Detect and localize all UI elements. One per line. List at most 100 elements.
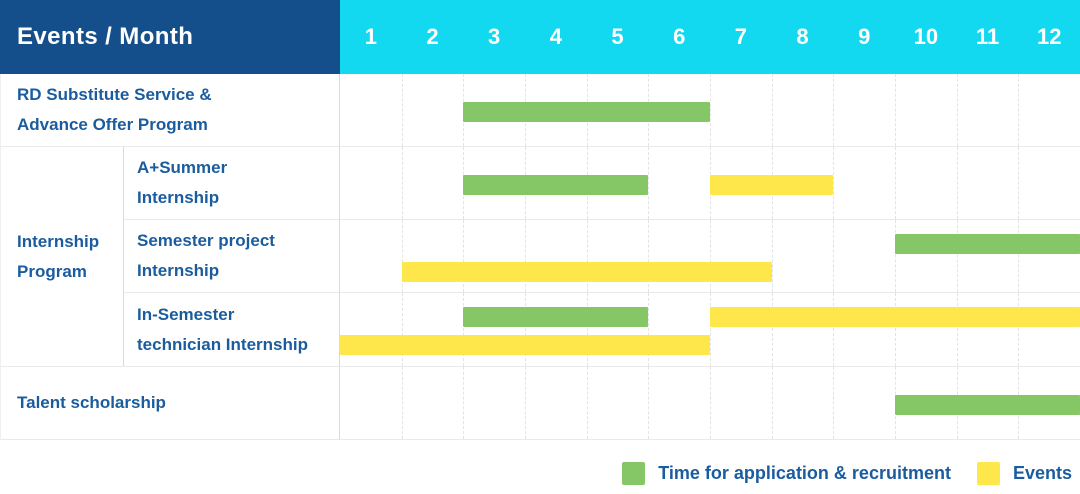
month-gridline xyxy=(771,293,773,366)
month-gridline xyxy=(710,220,711,292)
month-gridline xyxy=(525,367,526,439)
row-label-cell: A+Summer Internship xyxy=(124,147,340,219)
month-label: 9 xyxy=(858,24,871,49)
month-label: 2 xyxy=(426,24,439,49)
month-gridline xyxy=(525,220,526,292)
gantt-bar-application xyxy=(463,102,710,122)
row-label-cell: Semester project Internship xyxy=(124,220,340,292)
table-row: Semester project Internship xyxy=(124,220,1080,293)
events-month-header-cell: Events / Month xyxy=(0,0,340,74)
month-header-cell: 10 xyxy=(895,0,957,74)
month-gridline xyxy=(401,74,403,146)
row-label-line: Advance Offer Program xyxy=(17,115,208,134)
month-gridline xyxy=(771,74,773,146)
row-label-cell: RD Substitute Service & Advance Offer Pro… xyxy=(1,74,340,146)
table-row: Talent scholarship xyxy=(1,367,1080,440)
month-gridline xyxy=(771,220,773,292)
month-gridline xyxy=(895,293,896,366)
month-label: 3 xyxy=(488,24,501,49)
month-header-cell: 6 xyxy=(648,0,710,74)
group-label-line: Program xyxy=(17,261,87,281)
legend-item: Events xyxy=(976,462,1072,485)
month-gridline xyxy=(833,220,835,292)
row-label-cell: Talent scholarship xyxy=(1,367,340,439)
month-label: 12 xyxy=(1036,24,1062,49)
row-timeline xyxy=(340,367,1080,439)
month-gridline xyxy=(710,293,711,366)
month-gridline xyxy=(833,293,835,366)
legend: Time for application & recruitment Events xyxy=(622,462,1072,485)
legend-color-swatch-events xyxy=(976,462,1000,485)
row-label-line: Semester project xyxy=(137,231,275,250)
gantt-bar-application xyxy=(463,175,649,195)
month-header-cell: 3 xyxy=(463,0,525,74)
month-gridline xyxy=(401,147,403,219)
gantt-bar-events xyxy=(710,307,1080,327)
table-row: RD Substitute Service & Advance Offer Pro… xyxy=(1,74,1080,147)
month-gridline xyxy=(710,74,711,146)
gantt-bar-application xyxy=(895,234,1080,254)
row-label-line: technician Internship xyxy=(137,334,308,354)
month-header-cell: 12 xyxy=(1018,0,1080,74)
month-gridline xyxy=(1018,74,1020,146)
month-gridline xyxy=(401,220,403,292)
month-gridline xyxy=(586,367,588,439)
month-header-cell: 2 xyxy=(402,0,464,74)
gantt-bar-events xyxy=(710,175,834,195)
month-gridline xyxy=(771,367,773,439)
month-header-cell: 11 xyxy=(957,0,1019,74)
month-label: 8 xyxy=(796,24,809,49)
month-label: 6 xyxy=(673,24,686,49)
month-gridline xyxy=(401,293,403,366)
row-label-line: RD Substitute Service & xyxy=(17,85,212,104)
row-timeline xyxy=(340,293,1080,366)
month-header-cell: 4 xyxy=(525,0,587,74)
month-gridline xyxy=(648,220,650,292)
table-row: A+Summer Internship xyxy=(124,147,1080,220)
month-label: 5 xyxy=(611,24,624,49)
month-gridline xyxy=(1018,220,1020,292)
row-group: Internship Program A+Summer Internship Semes… xyxy=(1,147,1080,367)
month-gridline xyxy=(586,220,588,292)
month-label: 4 xyxy=(549,24,562,49)
month-gridline xyxy=(895,74,896,146)
month-gridline xyxy=(401,367,403,439)
month-header-cell: 1 xyxy=(340,0,402,74)
gantt-bar-events xyxy=(401,262,772,282)
row-label-line: Internship xyxy=(137,188,220,207)
row-timeline xyxy=(340,74,1080,146)
month-header-cell: 7 xyxy=(710,0,772,74)
group-subrows: A+Summer Internship Semester project Intern… xyxy=(124,147,1080,366)
month-gridline xyxy=(1018,147,1020,219)
month-label: 10 xyxy=(913,24,939,49)
legend-label: Events xyxy=(1012,463,1072,483)
legend-color-swatch-application xyxy=(622,462,646,485)
month-gridline xyxy=(648,367,650,439)
legend-label: Time for application & recruitment xyxy=(658,463,951,483)
month-gridline xyxy=(1018,293,1020,366)
table-header-row: Events / Month 1 2 3 4 5 6 7 8 9 10 11 12 xyxy=(0,0,1080,74)
month-gridline xyxy=(463,293,465,366)
row-timeline xyxy=(340,220,1080,292)
month-gridline xyxy=(463,367,465,439)
month-label: 11 xyxy=(975,24,1000,49)
gantt-bar-application xyxy=(895,395,1080,415)
month-gridline xyxy=(956,74,958,146)
month-gridline xyxy=(895,147,896,219)
group-label-line: Internship xyxy=(17,231,100,251)
month-header-strip: 1 2 3 4 5 6 7 8 9 10 11 12 xyxy=(340,0,1080,74)
month-gridline xyxy=(463,220,465,292)
month-gridline xyxy=(525,293,526,366)
month-gridline xyxy=(956,147,958,219)
gantt-bar-application xyxy=(463,307,649,327)
legend-item: Time for application & recruitment xyxy=(622,462,951,485)
month-label: 7 xyxy=(734,24,747,49)
month-gridline xyxy=(648,293,650,366)
table-body: RD Substitute Service & Advance Offer Pro… xyxy=(0,74,1080,440)
month-gridline xyxy=(833,367,835,439)
row-label-line: In-Semester xyxy=(137,304,235,324)
row-label-line: Internship xyxy=(137,261,220,280)
row-label-cell: In-Semester technician Internship xyxy=(124,293,340,366)
month-gridline xyxy=(956,293,958,366)
month-gridline xyxy=(956,220,958,292)
